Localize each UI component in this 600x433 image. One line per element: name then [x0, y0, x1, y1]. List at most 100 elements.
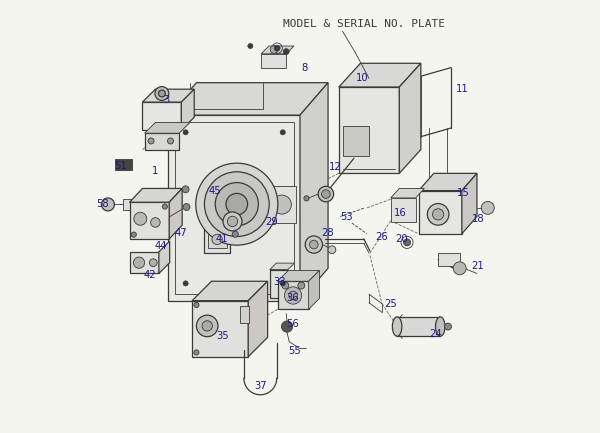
Polygon shape [308, 271, 319, 309]
Polygon shape [399, 63, 421, 173]
Circle shape [133, 257, 145, 268]
Text: 3: 3 [163, 95, 169, 105]
Text: 21: 21 [472, 261, 484, 271]
Text: 25: 25 [384, 299, 397, 309]
Ellipse shape [436, 317, 445, 336]
Circle shape [226, 194, 248, 215]
Circle shape [298, 282, 305, 289]
Text: 51: 51 [115, 161, 127, 171]
Text: 12: 12 [329, 162, 342, 172]
Bar [270, 186, 296, 223]
Bar [397, 317, 440, 336]
Circle shape [272, 195, 292, 214]
Circle shape [310, 240, 318, 249]
Polygon shape [391, 188, 424, 198]
Circle shape [167, 138, 173, 144]
Bar [145, 133, 179, 149]
Polygon shape [270, 263, 295, 270]
Bar [339, 87, 399, 173]
Text: 36: 36 [286, 293, 299, 303]
Polygon shape [462, 173, 477, 234]
Text: 10: 10 [355, 73, 368, 84]
Polygon shape [181, 89, 194, 130]
Circle shape [148, 138, 154, 144]
Bar [169, 115, 300, 301]
Bar [438, 253, 460, 266]
Circle shape [305, 236, 322, 253]
Polygon shape [339, 63, 421, 87]
Text: 20: 20 [395, 234, 408, 244]
Bar [123, 199, 137, 210]
Circle shape [283, 48, 289, 55]
Circle shape [427, 204, 449, 225]
Text: 29: 29 [266, 217, 278, 227]
Text: 1: 1 [152, 166, 158, 176]
Text: 26: 26 [376, 232, 388, 242]
Bar [391, 198, 416, 222]
Circle shape [445, 323, 451, 330]
Text: 18: 18 [472, 213, 484, 224]
Circle shape [196, 163, 278, 245]
Circle shape [304, 196, 309, 201]
Circle shape [282, 282, 289, 289]
Text: 53: 53 [340, 212, 353, 223]
Circle shape [280, 281, 286, 286]
Text: 56: 56 [286, 319, 299, 329]
Circle shape [433, 209, 444, 220]
Circle shape [322, 190, 330, 198]
Polygon shape [169, 188, 182, 239]
Bar [270, 270, 288, 297]
Circle shape [101, 198, 115, 211]
Bar [239, 306, 249, 323]
Bar [130, 252, 159, 274]
Circle shape [131, 232, 136, 237]
Circle shape [183, 130, 188, 135]
Text: 47: 47 [175, 228, 188, 238]
Bar [115, 159, 131, 170]
Circle shape [404, 239, 410, 246]
Bar [419, 191, 462, 234]
Circle shape [328, 246, 336, 254]
Circle shape [134, 212, 147, 225]
Bar [192, 301, 248, 357]
Polygon shape [300, 83, 328, 301]
Polygon shape [130, 188, 182, 202]
Text: 33: 33 [273, 277, 286, 287]
Text: 16: 16 [394, 208, 407, 218]
Text: 8: 8 [301, 63, 307, 73]
Circle shape [205, 172, 269, 236]
Circle shape [163, 204, 167, 209]
Polygon shape [419, 173, 477, 191]
Text: 28: 28 [322, 228, 334, 238]
Circle shape [183, 281, 188, 286]
Circle shape [194, 350, 199, 355]
Circle shape [223, 212, 242, 231]
Circle shape [158, 90, 166, 97]
Text: 35: 35 [216, 332, 229, 342]
Bar [142, 102, 181, 130]
Polygon shape [278, 271, 319, 281]
Bar [204, 225, 230, 253]
Circle shape [149, 259, 157, 267]
Polygon shape [248, 281, 268, 357]
Circle shape [274, 45, 280, 51]
Circle shape [284, 287, 302, 304]
Circle shape [248, 43, 253, 48]
Circle shape [281, 321, 293, 332]
Polygon shape [145, 123, 190, 133]
Circle shape [196, 315, 218, 337]
Circle shape [280, 130, 286, 135]
Polygon shape [192, 281, 268, 301]
Circle shape [227, 216, 238, 226]
Bar [208, 231, 227, 248]
Text: 44: 44 [155, 241, 167, 251]
Circle shape [194, 302, 199, 307]
Circle shape [289, 291, 298, 300]
Text: 24: 24 [430, 329, 442, 339]
Bar [343, 126, 369, 156]
Circle shape [232, 231, 238, 237]
Polygon shape [261, 46, 294, 54]
Text: 55: 55 [289, 346, 301, 356]
Circle shape [151, 218, 160, 227]
Bar [278, 281, 308, 309]
